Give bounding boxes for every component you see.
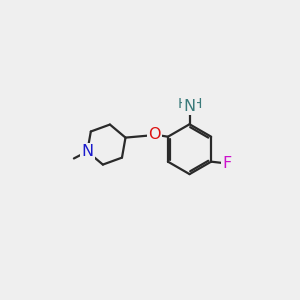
Text: O: O (148, 128, 160, 142)
Text: N: N (81, 144, 93, 159)
Text: O: O (148, 128, 160, 142)
Text: H: H (191, 97, 202, 111)
Text: N: N (184, 99, 196, 114)
Text: F: F (222, 155, 232, 170)
Text: H: H (177, 97, 188, 111)
